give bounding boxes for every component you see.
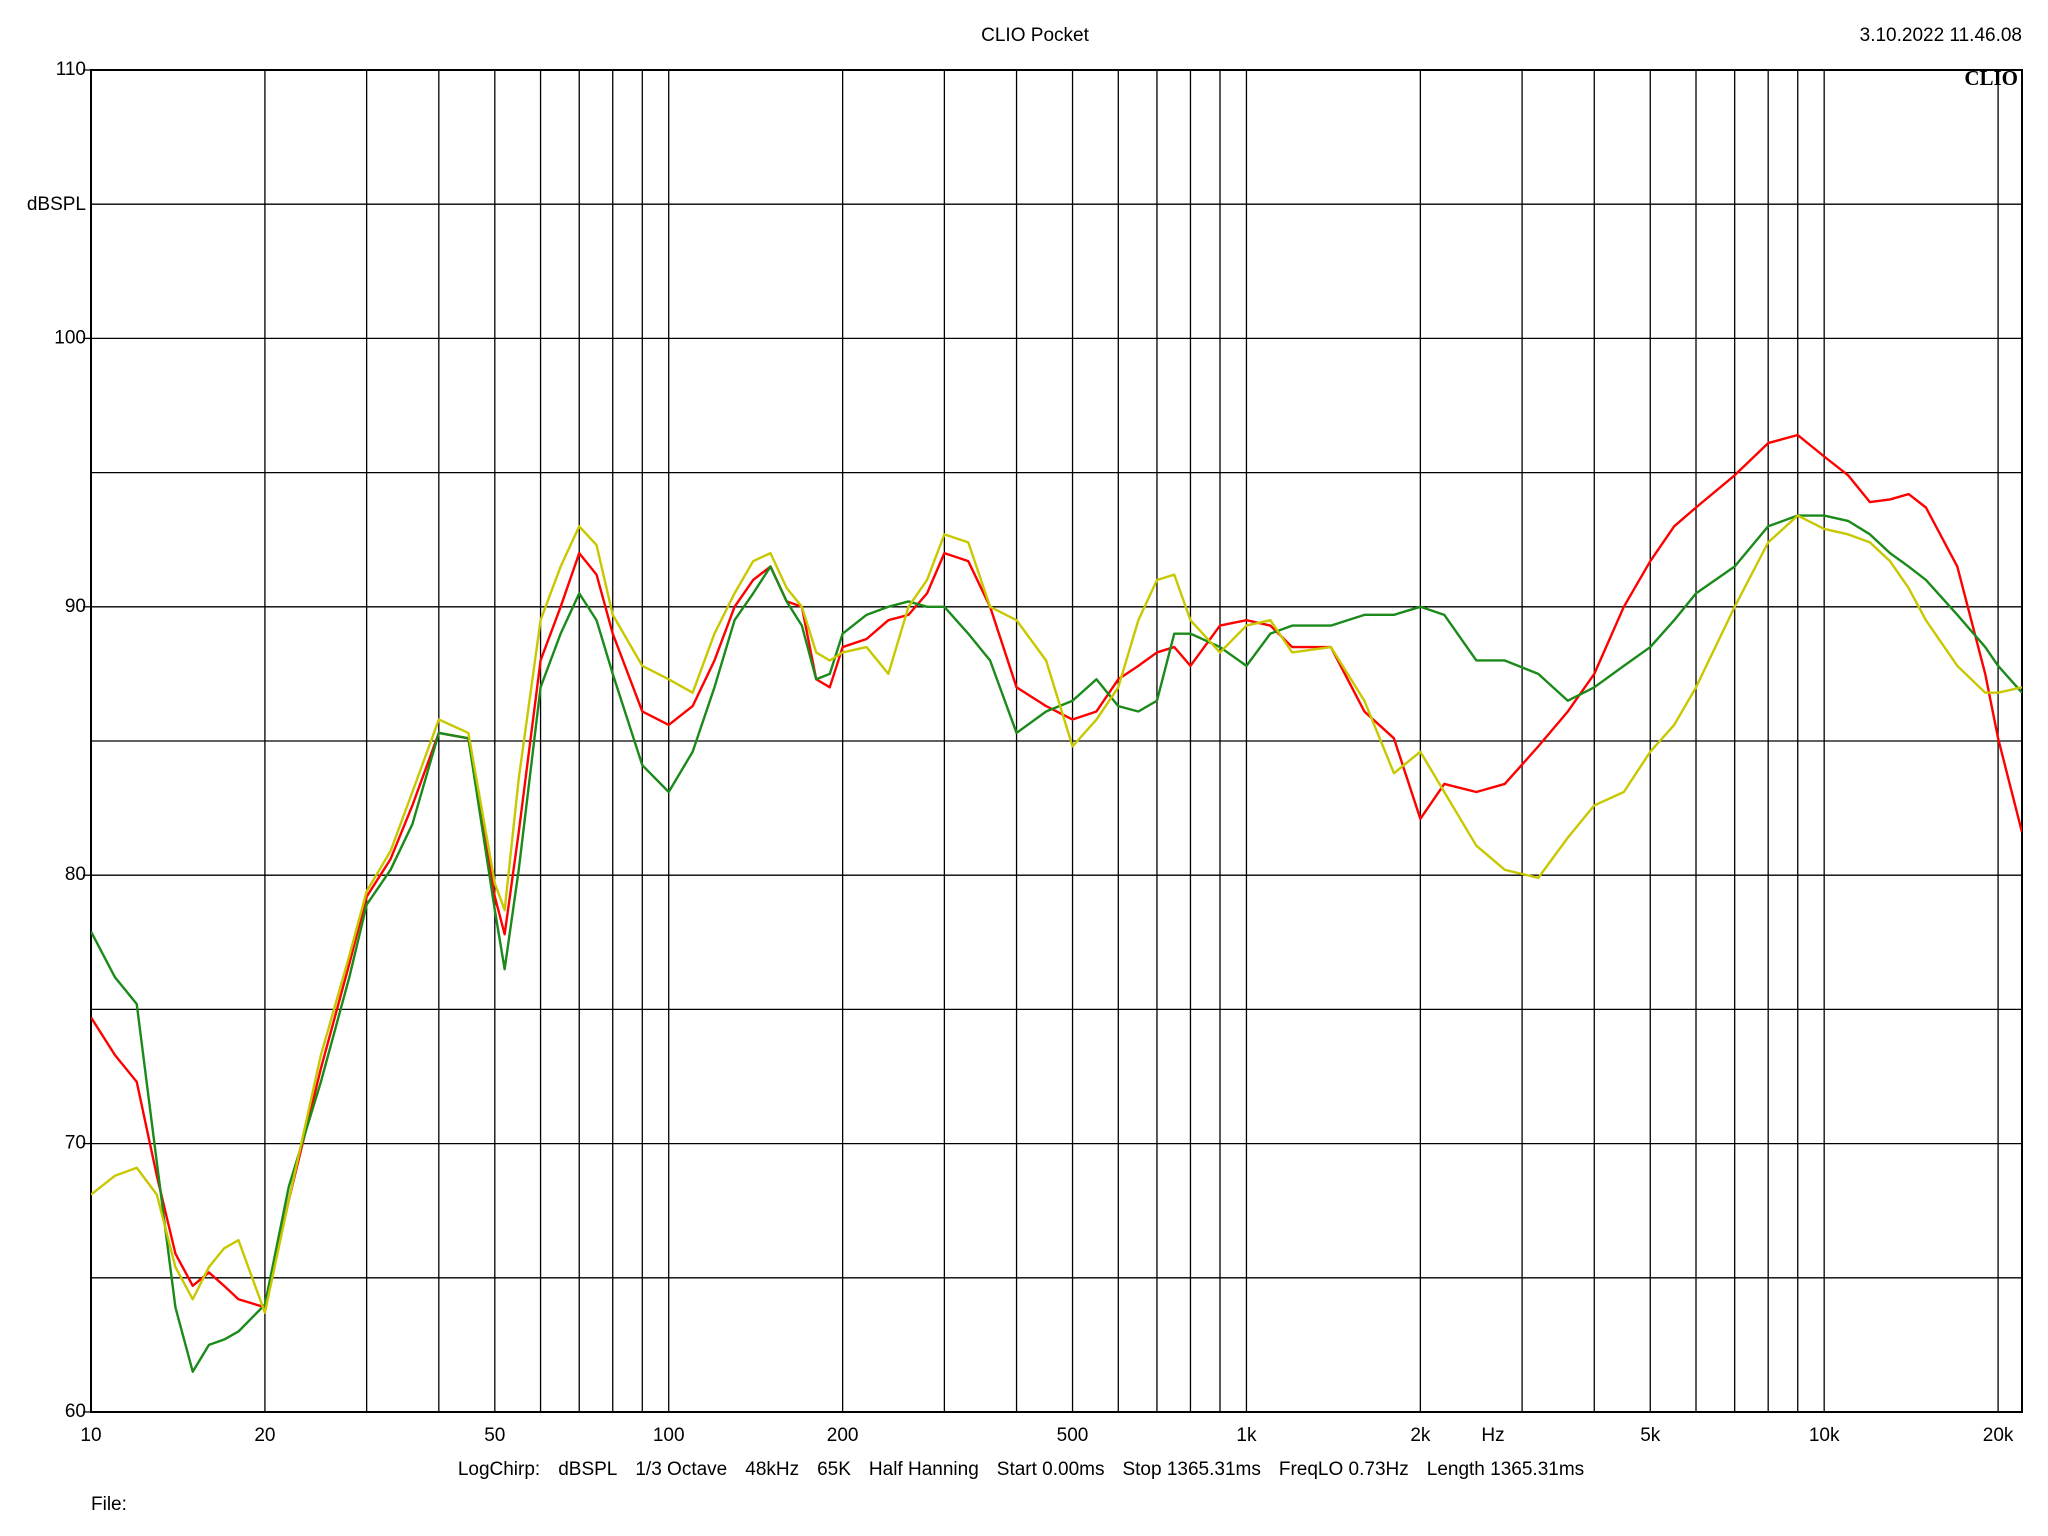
x-tick-label: 200 bbox=[827, 1425, 859, 1446]
footer-item: Length 1365.31ms bbox=[1427, 1459, 1584, 1480]
footer-item: Stop 1365.31ms bbox=[1122, 1459, 1260, 1480]
y-tick-label: 90 bbox=[65, 596, 86, 617]
logo: CLIO bbox=[1964, 66, 2018, 90]
footer-item: dBSPL bbox=[558, 1459, 617, 1480]
x-tick-label: 2k bbox=[1410, 1425, 1431, 1446]
x-tick-label: 10 bbox=[80, 1425, 101, 1446]
x-tick-label: 500 bbox=[1057, 1425, 1089, 1446]
file-label: File: bbox=[91, 1494, 127, 1515]
footer-item: 65K bbox=[817, 1459, 851, 1480]
x-tick-label: 10k bbox=[1809, 1425, 1840, 1446]
footer-item: FreqLO 0.73Hz bbox=[1279, 1459, 1409, 1480]
series-line bbox=[91, 514, 2022, 1314]
chart-title: CLIO Pocket bbox=[981, 25, 1089, 46]
plot-frame bbox=[90, 69, 2023, 1413]
y-axis-label: dBSPL bbox=[27, 194, 86, 215]
footer: LogChirp: dBSPL 1/3 Octave 48kHz 65K Half Han… bbox=[458, 1459, 1584, 1480]
series-line bbox=[91, 433, 2022, 1309]
x-tick-label: 5k bbox=[1640, 1425, 1661, 1446]
footer-item: LogChirp: bbox=[458, 1459, 540, 1480]
y-tick-label: 100 bbox=[54, 327, 86, 348]
x-tick-label: 20 bbox=[254, 1425, 275, 1446]
y-tick-label: 60 bbox=[65, 1401, 86, 1422]
x-tick-label: 100 bbox=[653, 1425, 685, 1446]
x-axis-label: Hz bbox=[1481, 1425, 1504, 1446]
footer-item: 1/3 Octave bbox=[635, 1459, 727, 1480]
footer-item: 48kHz bbox=[745, 1459, 799, 1480]
x-tick-label: 20k bbox=[1983, 1425, 2014, 1446]
series-line bbox=[91, 514, 2022, 1373]
footer-item: Start 0.00ms bbox=[997, 1459, 1105, 1480]
x-tick-label: 50 bbox=[484, 1425, 505, 1446]
footer-item: Half Hanning bbox=[869, 1459, 979, 1480]
y-tick-label: 70 bbox=[65, 1133, 86, 1154]
timestamp: 3.10.2022 11.46.08 bbox=[1860, 25, 2022, 46]
y-tick-label: 80 bbox=[65, 864, 86, 885]
x-tick-label: 1k bbox=[1236, 1425, 1257, 1446]
y-tick-label: 110 bbox=[56, 59, 86, 80]
